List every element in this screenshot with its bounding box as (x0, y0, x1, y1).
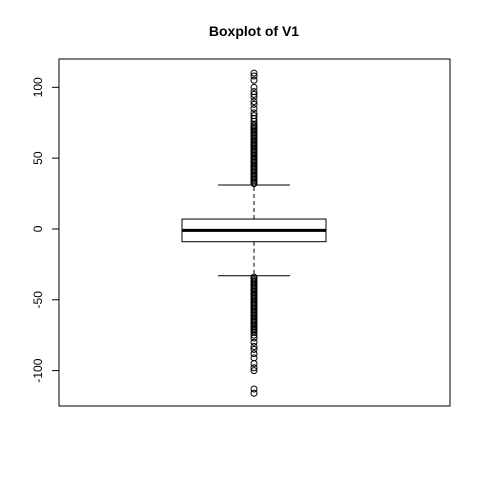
y-axis: -100 -50 0 50 100 (31, 77, 59, 383)
chart-title: Boxplot of V1 (209, 23, 299, 39)
outlier-point-high (251, 84, 257, 90)
y-tick-label: -100 (31, 358, 45, 382)
outlier-point-low (251, 355, 257, 361)
y-tick-label: 0 (31, 225, 45, 232)
y-tick-label: 100 (31, 77, 45, 97)
y-tick-label: -50 (31, 291, 45, 309)
boxplot (182, 185, 326, 276)
y-tick-label: 50 (31, 151, 45, 165)
outlier-point-low (251, 390, 257, 396)
